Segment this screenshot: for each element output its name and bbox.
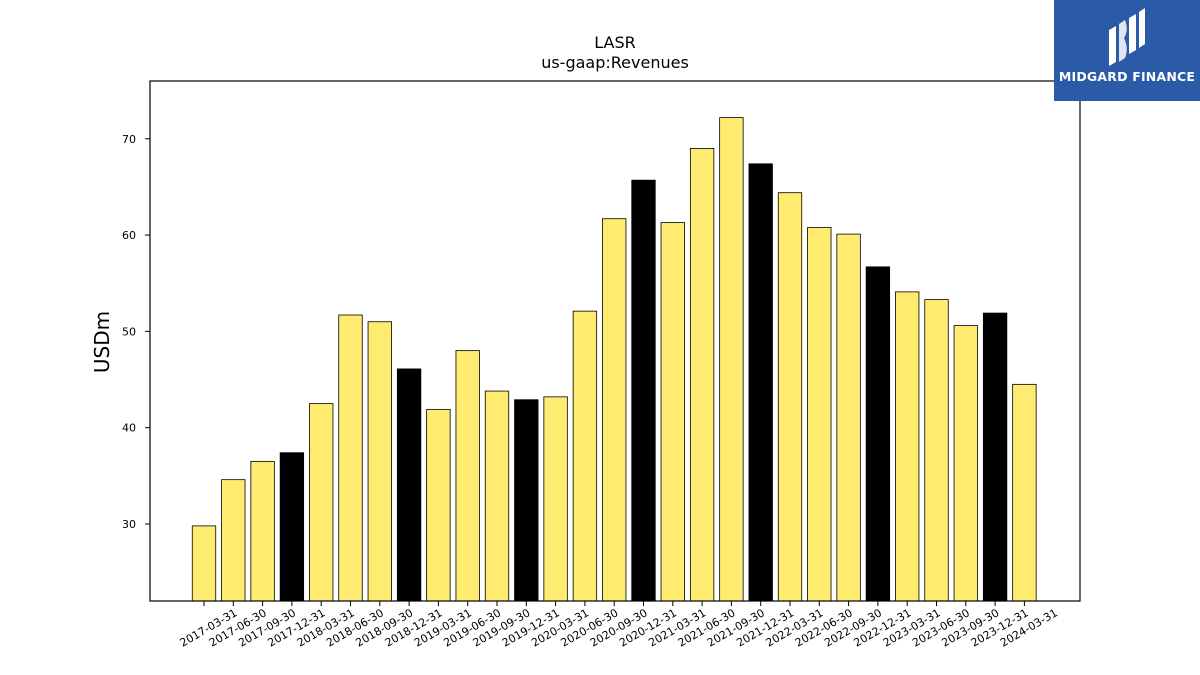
y-tick-label: 70 (122, 133, 136, 146)
midgard-finance-logo-icon (1109, 8, 1145, 66)
bar-2019-03-31 (426, 408, 451, 602)
bar-2017-12-31 (279, 452, 305, 602)
bar-2018-09-30 (367, 321, 392, 602)
bar-2023-03-31 (895, 291, 920, 602)
bar-2019-06-30 (455, 350, 480, 602)
brand-logo: MIDGARD FINANCE (1054, 0, 1200, 101)
y-axis-ticks: 30 40 50 60 70 (122, 133, 150, 531)
plot-frame (149, 80, 1081, 602)
y-tick-label: 30 (122, 518, 136, 531)
bar-2017-09-30 (250, 460, 275, 602)
y-tick-label: 50 (122, 325, 136, 338)
chart-title: LASR (594, 33, 636, 52)
bar-2021-09-30 (719, 117, 744, 602)
y-tick-label: 60 (122, 229, 136, 242)
logo-text: MIDGARD FINANCE (1058, 69, 1196, 84)
bar-2024-03-31 (1012, 383, 1037, 602)
bar-2022-12-31 (865, 266, 891, 602)
bar-2022-09-30 (836, 233, 861, 602)
bar-2018-06-30 (338, 314, 363, 602)
bar-2020-09-30 (602, 218, 627, 602)
bar-2020-03-31 (543, 396, 568, 602)
bar-2022-03-31 (777, 192, 803, 602)
x-axis-ticks: 2017-03-312017-06-302017-09-302017-12-31… (178, 601, 1060, 650)
y-tick-label: 40 (122, 422, 136, 435)
bar-2023-06-30 (924, 299, 949, 602)
bar-2018-03-31 (309, 403, 334, 602)
bars-group (191, 117, 1037, 602)
bar-2021-03-31 (660, 222, 685, 602)
bar-2020-06-30 (572, 310, 598, 602)
bar-2017-03-31 (191, 525, 217, 602)
bar-2021-12-31 (748, 163, 773, 602)
bar-2022-06-30 (807, 226, 832, 602)
bar-2019-12-31 (514, 399, 539, 602)
bar-2020-12-31 (631, 179, 656, 602)
bar-2021-06-30 (689, 148, 715, 602)
bar-2019-09-30 (484, 390, 510, 602)
bar-2023-12-31 (982, 312, 1008, 602)
chart-subtitle: us-gaap:Revenues (541, 53, 689, 72)
bar-2023-09-30 (953, 325, 978, 602)
bar-2017-06-30 (221, 479, 246, 602)
y-axis-label: USDm (90, 311, 114, 373)
bar-2018-12-31 (396, 368, 422, 602)
